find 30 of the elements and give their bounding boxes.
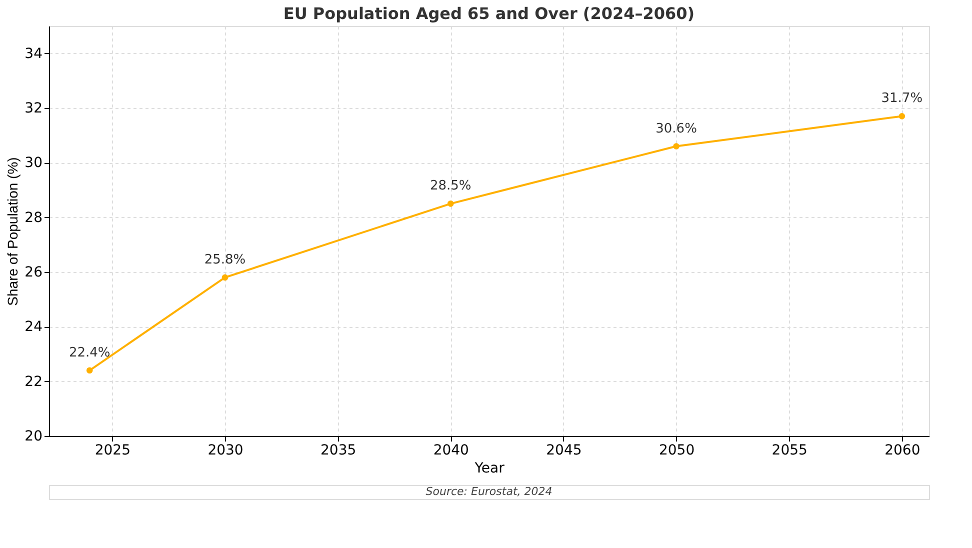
point xyxy=(673,143,680,150)
y-axis-title: Share of Population (%) xyxy=(4,157,21,306)
point xyxy=(898,113,906,120)
x-axis-title: Year xyxy=(474,460,505,476)
data-label: 28.5% xyxy=(430,178,472,194)
x-tick-label: 2030 xyxy=(208,442,244,458)
x-tick-label: 2025 xyxy=(94,442,130,458)
y-tick-label: 32 xyxy=(24,100,42,116)
y-tick-label: 30 xyxy=(24,155,42,172)
data-label: 22.4% xyxy=(68,345,110,360)
x-tick-label: 2045 xyxy=(546,442,582,458)
point xyxy=(447,200,454,207)
y-tick-label: 22 xyxy=(24,374,42,390)
data-label: 31.7% xyxy=(881,91,923,106)
y-tick-label: 24 xyxy=(24,319,43,336)
x-tick-label: 2055 xyxy=(772,442,808,458)
y-tick-label: 34 xyxy=(24,46,43,62)
y-tick-label: 28 xyxy=(24,210,42,226)
chart-title: EU Population Aged 65 and Over (2024–2060) xyxy=(283,4,695,23)
y-tick-label: 26 xyxy=(24,264,43,280)
data-label: 25.8% xyxy=(204,252,246,268)
point xyxy=(222,274,228,281)
point xyxy=(86,367,93,374)
x-tick-label: 2060 xyxy=(884,442,920,458)
source-note: Source: Eurostat, 2024 xyxy=(426,485,552,498)
data-label: 30.6% xyxy=(656,121,697,136)
x-tick-label: 2050 xyxy=(658,442,695,458)
x-tick-label: 2040 xyxy=(433,442,469,458)
x-tick-label: 2035 xyxy=(320,442,356,458)
y-tick-label: 20 xyxy=(24,428,42,444)
